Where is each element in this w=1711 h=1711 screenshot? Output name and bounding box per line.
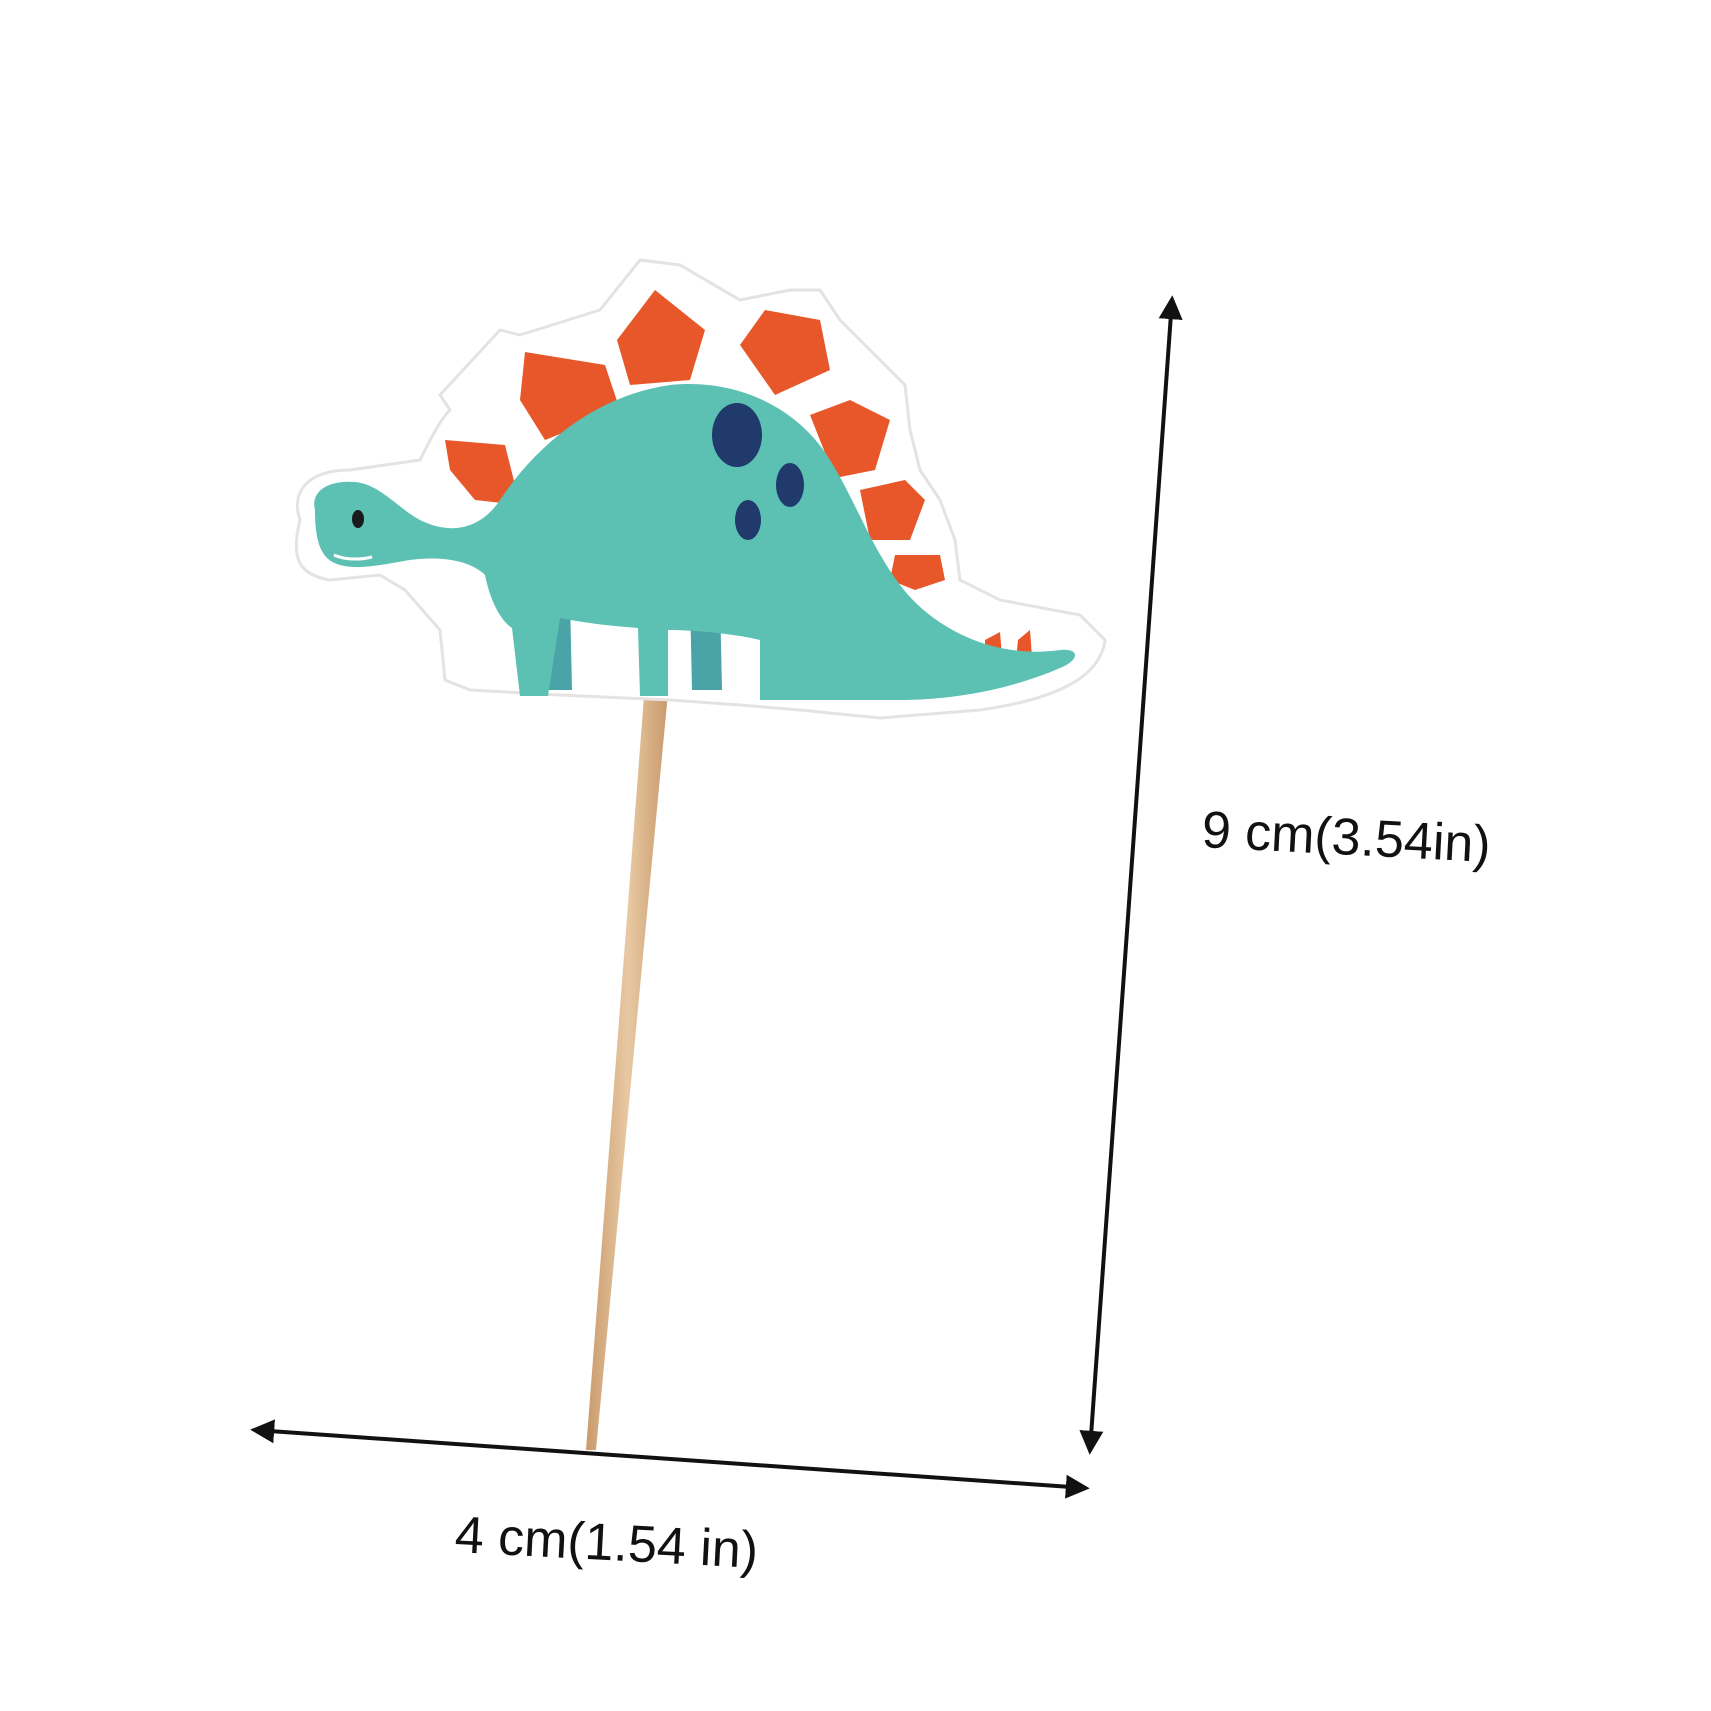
eye — [352, 510, 364, 528]
body-spots — [712, 403, 804, 540]
mouth — [333, 553, 373, 561]
width-dimension-arrow — [250, 1419, 1090, 1499]
dinosaur-body — [314, 384, 1075, 700]
height-dimension-arrow — [1079, 295, 1183, 1455]
dorsal-spikes — [445, 290, 1033, 670]
toothpick-stick — [586, 670, 670, 1450]
